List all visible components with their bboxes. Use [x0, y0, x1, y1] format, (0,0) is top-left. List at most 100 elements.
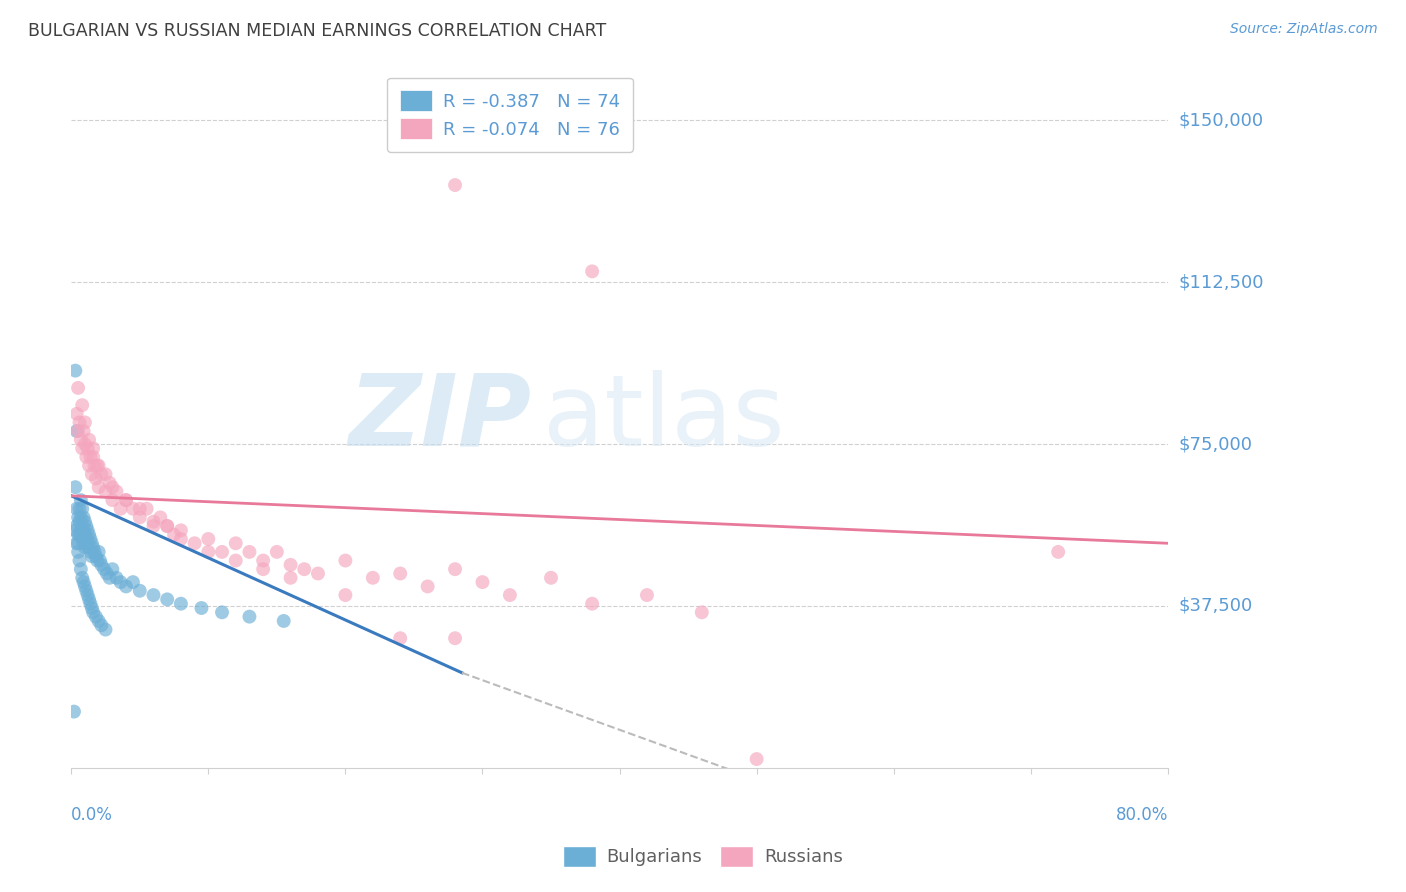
- Point: [82, 605, 104, 619]
- Point: [79, 545, 101, 559]
- Point: [67, 536, 90, 550]
- Point: [156, 519, 179, 533]
- Point: [87, 480, 110, 494]
- Point: [86, 458, 108, 473]
- Point: [63, 705, 86, 719]
- Text: ZIP: ZIP: [349, 369, 531, 467]
- Point: [70, 398, 93, 412]
- Point: [280, 571, 302, 585]
- Point: [69, 527, 91, 541]
- Point: [73, 515, 96, 529]
- Point: [87, 614, 110, 628]
- Point: [105, 571, 128, 585]
- Point: [67, 381, 90, 395]
- Point: [149, 510, 172, 524]
- Point: [101, 480, 124, 494]
- Point: [86, 553, 108, 567]
- Point: [79, 450, 101, 464]
- Point: [66, 424, 89, 438]
- Point: [82, 541, 104, 555]
- Point: [307, 566, 329, 581]
- Point: [163, 527, 186, 541]
- Point: [101, 493, 124, 508]
- Point: [73, 527, 96, 541]
- Point: [142, 519, 165, 533]
- Text: $37,500: $37,500: [1180, 597, 1253, 615]
- Point: [690, 605, 713, 619]
- Point: [72, 510, 94, 524]
- Point: [76, 588, 98, 602]
- Point: [67, 527, 90, 541]
- Point: [84, 471, 107, 485]
- Point: [90, 558, 112, 572]
- Point: [70, 501, 93, 516]
- Text: Source: ZipAtlas.com: Source: ZipAtlas.com: [1230, 22, 1378, 37]
- Point: [72, 424, 94, 438]
- Point: [76, 536, 98, 550]
- Point: [238, 545, 260, 559]
- Point: [77, 433, 100, 447]
- Text: $75,000: $75,000: [1180, 435, 1253, 453]
- Point: [211, 545, 233, 559]
- Point: [93, 562, 115, 576]
- Point: [80, 467, 103, 482]
- Point: [87, 545, 110, 559]
- Point: [80, 536, 103, 550]
- Point: [122, 501, 145, 516]
- Point: [69, 501, 91, 516]
- Point: [252, 553, 274, 567]
- Point: [73, 541, 96, 555]
- Point: [105, 484, 128, 499]
- Point: [292, 562, 315, 576]
- Point: [77, 541, 100, 555]
- Point: [73, 579, 96, 593]
- Point: [444, 178, 467, 192]
- Point: [444, 631, 467, 645]
- Point: [89, 553, 111, 567]
- Point: [197, 532, 219, 546]
- Point: [65, 524, 87, 538]
- Point: [98, 475, 121, 490]
- Point: [77, 592, 100, 607]
- Legend: R = -0.387   N = 74, R = -0.074   N = 76: R = -0.387 N = 74, R = -0.074 N = 76: [387, 78, 633, 152]
- Point: [581, 264, 603, 278]
- Point: [70, 532, 93, 546]
- Point: [84, 609, 107, 624]
- Point: [499, 588, 522, 602]
- Point: [72, 536, 94, 550]
- Point: [96, 566, 118, 581]
- Point: [156, 519, 179, 533]
- Point: [69, 416, 91, 430]
- Point: [280, 558, 302, 572]
- Point: [69, 553, 91, 567]
- Point: [98, 571, 121, 585]
- Point: [69, 515, 91, 529]
- Point: [82, 450, 104, 464]
- Point: [75, 450, 97, 464]
- Point: [90, 618, 112, 632]
- Point: [115, 579, 138, 593]
- Point: [83, 458, 105, 473]
- Point: [69, 524, 91, 538]
- Point: [225, 553, 247, 567]
- Point: [66, 407, 89, 421]
- Point: [72, 524, 94, 538]
- Point: [197, 545, 219, 559]
- Point: [69, 510, 91, 524]
- Point: [65, 364, 87, 378]
- Point: [110, 575, 132, 590]
- Point: [66, 501, 89, 516]
- Point: [67, 424, 90, 438]
- Text: $112,500: $112,500: [1180, 273, 1264, 291]
- Point: [79, 597, 101, 611]
- Point: [90, 467, 112, 482]
- Text: $150,000: $150,000: [1180, 112, 1264, 129]
- Point: [190, 601, 212, 615]
- Point: [389, 566, 412, 581]
- Point: [101, 562, 124, 576]
- Point: [170, 597, 193, 611]
- Point: [581, 597, 603, 611]
- Point: [128, 583, 150, 598]
- Point: [75, 519, 97, 533]
- Point: [183, 536, 205, 550]
